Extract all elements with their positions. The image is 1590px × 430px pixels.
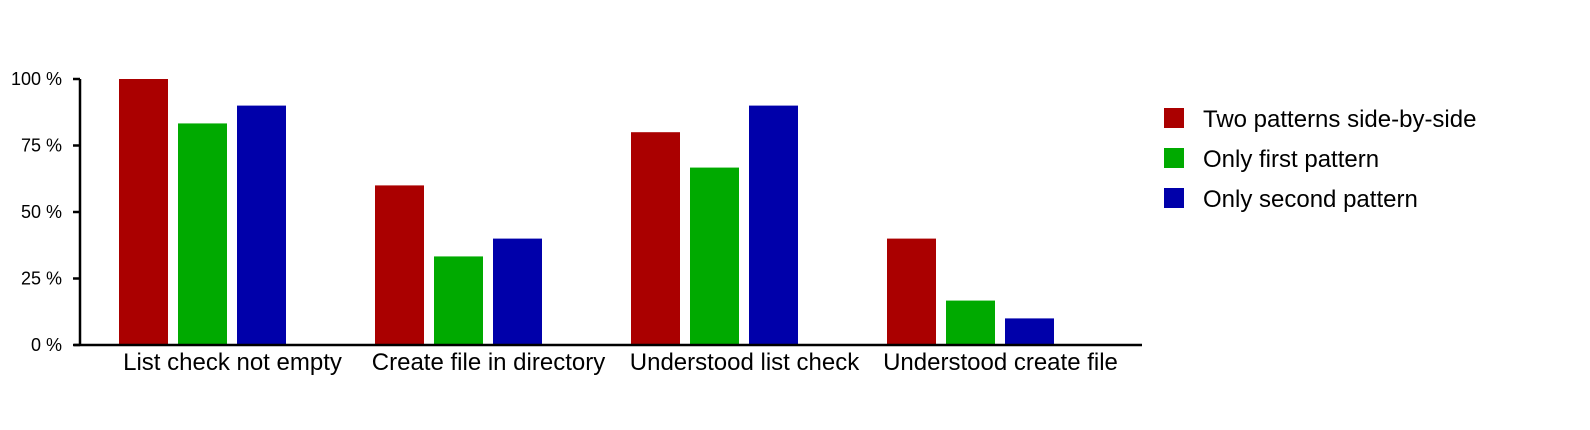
bar-understood-list-check-only-second-pattern bbox=[749, 105, 798, 345]
bar-understood-create-file-two-patterns-side-by-side bbox=[887, 238, 936, 345]
x-tick-label-list-check-not-empty: List check not empty bbox=[123, 349, 342, 376]
y-ticks: 0 % 25 % 50 % 75 % 100 % bbox=[11, 69, 80, 355]
bar-understood-list-check-two-patterns-side-by-side bbox=[631, 132, 680, 345]
y-tick-label: 50 % bbox=[21, 202, 62, 222]
bar-understood-create-file-only-first-pattern bbox=[946, 300, 995, 345]
bar-list-check-not-empty-only-second-pattern bbox=[237, 105, 286, 345]
bar-understood-create-file-only-second-pattern bbox=[1005, 318, 1054, 345]
bar-list-check-not-empty-only-first-pattern bbox=[178, 123, 227, 345]
y-tick-label: 75 % bbox=[21, 136, 62, 156]
bar-understood-list-check-only-first-pattern bbox=[690, 167, 739, 345]
y-tick-label: 25 % bbox=[21, 269, 62, 289]
x-tick-labels: List check not empty Create file in direc… bbox=[123, 349, 1118, 376]
x-tick-label-understood-list-check: Understood list check bbox=[630, 349, 860, 376]
legend-swatch-only-second-pattern bbox=[1164, 188, 1184, 208]
legend-swatch-two-patterns-side-by-side bbox=[1164, 108, 1184, 128]
legend-label-two-patterns-side-by-side: Two patterns side-by-side bbox=[1203, 106, 1476, 133]
bar-list-check-not-empty-two-patterns-side-by-side bbox=[119, 79, 168, 345]
y-tick-label: 0 % bbox=[31, 335, 62, 355]
y-tick-label: 100 % bbox=[11, 69, 62, 89]
legend-label-only-second-pattern: Only second pattern bbox=[1203, 186, 1418, 213]
bar-create-file-in-directory-two-patterns-side-by-side bbox=[375, 185, 424, 345]
bars-layer bbox=[119, 79, 1054, 345]
x-tick-label-create-file-in-directory: Create file in directory bbox=[372, 349, 605, 376]
legend-swatch-only-first-pattern bbox=[1164, 148, 1184, 168]
x-tick-label-understood-create-file: Understood create file bbox=[883, 349, 1118, 376]
bar-create-file-in-directory-only-first-pattern bbox=[434, 256, 483, 345]
bar-create-file-in-directory-only-second-pattern bbox=[493, 238, 542, 345]
legend-label-only-first-pattern: Only first pattern bbox=[1203, 146, 1379, 173]
legend: Two patterns side-by-side Only first patt… bbox=[1164, 106, 1476, 213]
